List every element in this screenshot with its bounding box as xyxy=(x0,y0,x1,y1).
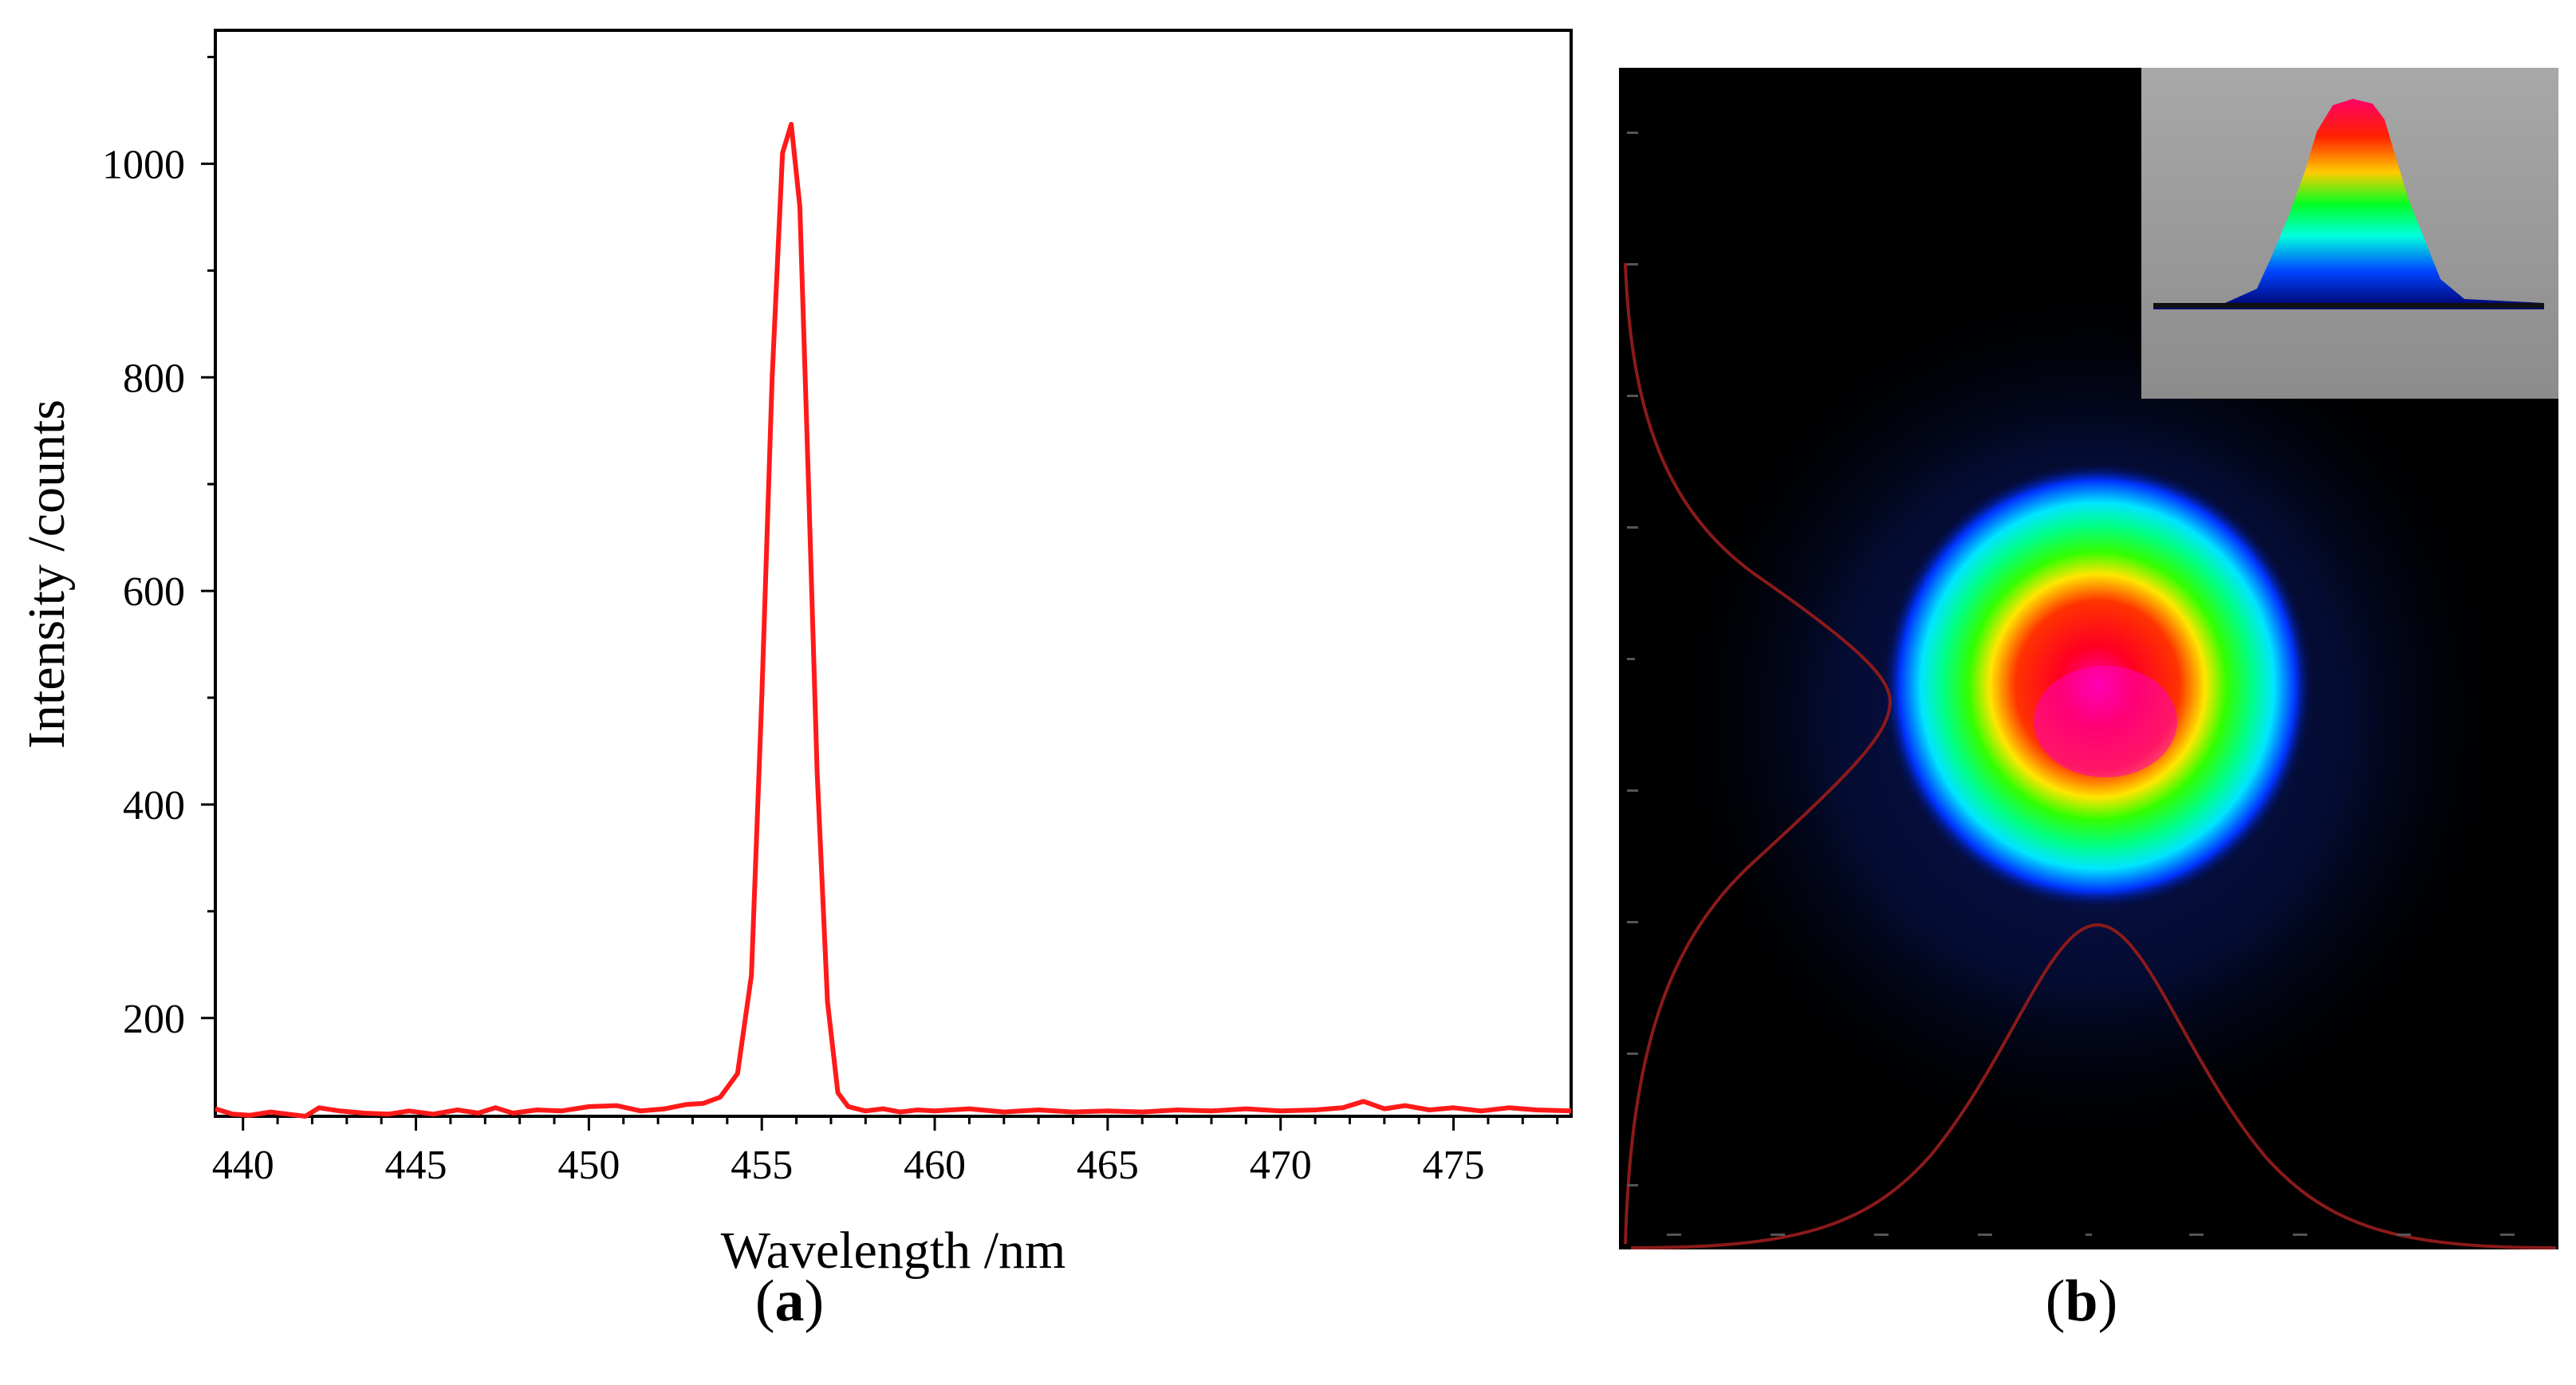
y-tick-label: 600 xyxy=(123,569,185,615)
inset-peak xyxy=(2153,99,2544,309)
panel-b-beam-profile xyxy=(1619,68,2558,1249)
x-tick-label: 450 xyxy=(557,1143,620,1188)
horizontal-profile-curve xyxy=(1630,923,2557,1249)
panel-label-a: (a) xyxy=(754,1269,825,1334)
inset-3d-profile xyxy=(2141,68,2558,399)
y-axis-ticks: 200 400 600 800 1000 xyxy=(102,55,215,1042)
x-tick-label: 460 xyxy=(904,1143,966,1188)
y-axis-label: Intensity /counts xyxy=(18,399,76,749)
y-tick-label: 200 xyxy=(123,997,185,1042)
y-tick-label: 400 xyxy=(123,783,185,828)
y-tick-label: 1000 xyxy=(102,142,185,187)
panel-label-b: (b) xyxy=(2045,1269,2118,1334)
x-tick-label: 440 xyxy=(212,1143,274,1188)
beam-core xyxy=(2034,666,2177,777)
y-tick-label: 800 xyxy=(123,356,185,401)
faint-axis-ticks xyxy=(1627,132,2515,1236)
spectrum-line xyxy=(215,121,1572,1119)
x-tick-label: 445 xyxy=(385,1143,447,1188)
x-axis-ticks: 440 445 450 455 460 465 470 475 xyxy=(212,1116,1559,1188)
vertical-profile-curve xyxy=(1624,262,1893,1245)
panel-a-spectrum: 200 400 600 800 1000 440 445 450 455 460 465 470 47… xyxy=(18,29,1573,1280)
x-tick-label: 455 xyxy=(731,1143,793,1188)
x-tick-label: 470 xyxy=(1250,1143,1312,1188)
x-tick-label: 465 xyxy=(1077,1143,1139,1188)
x-tick-label: 475 xyxy=(1423,1143,1485,1188)
x-axis-label: Wavelength /nm xyxy=(721,1222,1066,1280)
plot-frame xyxy=(214,29,1573,1118)
